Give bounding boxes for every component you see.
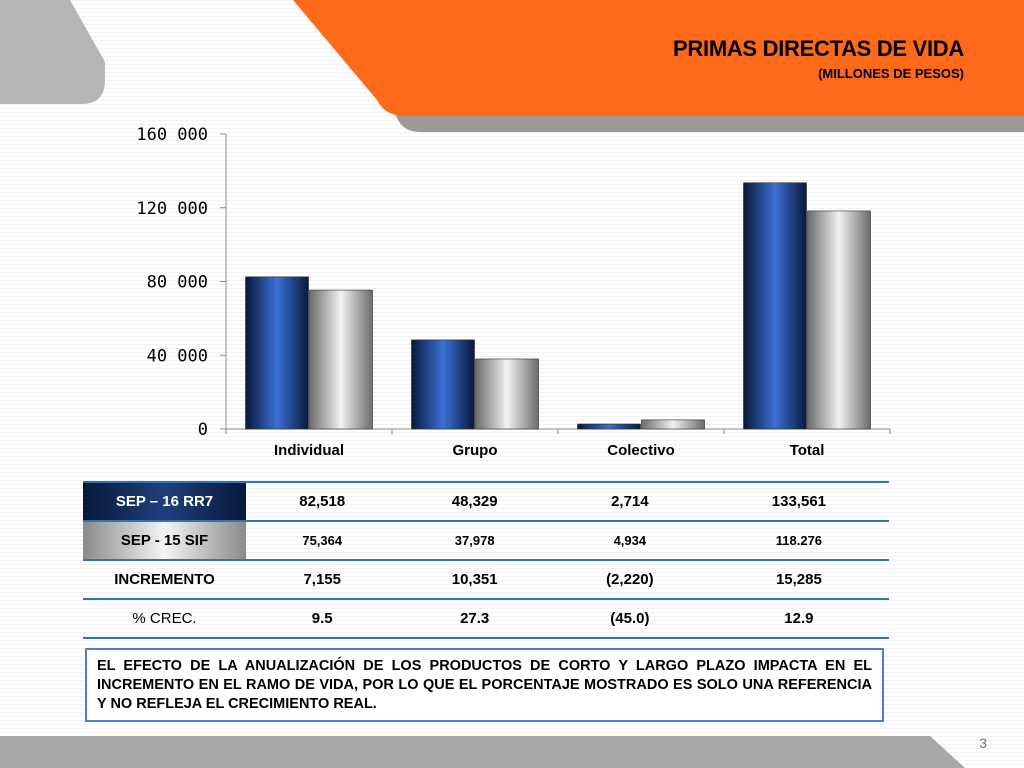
table-cell: 27.3: [398, 599, 551, 639]
bar-colectivo-series-1: [577, 423, 641, 430]
y-tick-label: 40 000: [147, 346, 208, 366]
slide-subtitle: (MILLONES DE PESOS): [818, 66, 964, 81]
y-tick-label: 160 000: [136, 125, 208, 145]
table-row: SEP – 16 RR7 82,518 48,329 2,714 133,561: [83, 481, 889, 522]
table-cell: 133,561: [708, 481, 889, 522]
bottom-grey-bar: [0, 736, 965, 768]
slide-title-block: PRIMAS DIRECTAS DE VIDA (MILLONES DE PES…: [673, 36, 964, 81]
bar-individual-series-2: [309, 289, 373, 430]
bar-total-series-1: [743, 182, 807, 430]
top-left-grey-tab: [0, 0, 105, 104]
table-cell: 75,364: [246, 521, 399, 561]
orange-title-banner: [293, 0, 1024, 116]
bar-grupo-series-2: [475, 358, 539, 430]
table-row: % CREC. 9.5 27.3 (45.0) 12.9: [83, 599, 889, 639]
table-cell: 82,518: [246, 481, 399, 522]
bar-colectivo-series-2: [641, 419, 705, 430]
table-cell: (45.0): [550, 599, 709, 639]
row-label: SEP – 16 RR7: [83, 481, 246, 522]
table-cell: 37,978: [398, 521, 551, 561]
table-cell: 48,329: [398, 481, 551, 522]
bar-individual-series-1: [245, 276, 309, 430]
row-label: % CREC.: [83, 599, 246, 639]
x-tick-label: Colectivo: [607, 442, 675, 459]
y-tick-label: 120 000: [136, 199, 208, 219]
x-tick-label: Grupo: [453, 442, 498, 459]
table-cell: 15,285: [708, 560, 889, 600]
y-tick-label: 0: [198, 420, 208, 440]
table-cell: 4,934: [550, 521, 709, 561]
row-label: INCREMENTO: [83, 560, 246, 600]
table-cell: 118.276: [708, 521, 889, 561]
table-row: SEP - 15 SIF 75,364 37,978 4,934 118.276: [83, 521, 889, 561]
note-box: EL EFECTO DE LA ANUALIZACIÓN DE LOS PROD…: [85, 648, 884, 722]
bar-grupo-series-1: [411, 339, 475, 430]
table-cell: 12.9: [708, 599, 889, 639]
bar-total-series-2: [807, 210, 871, 430]
page-number: 3: [979, 735, 987, 751]
table-row: INCREMENTO 7,155 10,351 (2,220) 15,285: [83, 560, 889, 600]
x-tick-label: Total: [790, 442, 825, 459]
table-cell: 9.5: [246, 599, 399, 639]
bar-chart: 0 40 000 80 000 120 000 160 000 Individual Gru…: [136, 125, 891, 459]
slide-title: PRIMAS DIRECTAS DE VIDA: [673, 36, 964, 61]
y-tick-label: 80 000: [147, 273, 208, 293]
table-cell: 10,351: [398, 560, 551, 600]
x-tick-label: Individual: [274, 442, 344, 459]
row-label: SEP - 15 SIF: [83, 521, 246, 561]
table-cell: (2,220): [550, 560, 709, 600]
data-table: SEP – 16 RR7 82,518 48,329 2,714 133,561…: [83, 481, 889, 639]
table-cell: 7,155: [246, 560, 399, 600]
table-cell: 2,714: [550, 481, 709, 522]
